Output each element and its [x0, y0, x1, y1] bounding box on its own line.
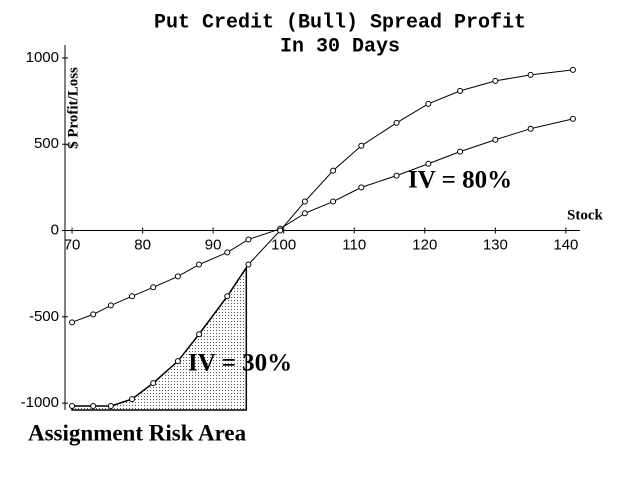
point	[174, 358, 181, 365]
y-axis-label: $ Profit/Loss	[65, 67, 81, 149]
point	[69, 403, 76, 410]
point	[277, 227, 284, 234]
point	[425, 100, 432, 107]
x-tick-label: 80	[134, 236, 151, 253]
x-tick-label: 110	[342, 236, 366, 253]
series-label: IV = 80%	[408, 167, 512, 194]
x-tick-label: 140	[553, 236, 578, 253]
point	[425, 160, 432, 167]
region-label: Assignment Risk Area	[28, 420, 247, 445]
point	[150, 380, 157, 387]
point	[129, 293, 136, 300]
y-tick-label: 0	[51, 221, 59, 238]
point	[330, 198, 337, 205]
y-tick-label: 500	[34, 135, 59, 152]
y-tick-label: -1000	[21, 394, 59, 411]
point	[245, 261, 252, 268]
point	[527, 125, 534, 132]
point	[569, 115, 576, 122]
y-tick-label: -500	[29, 308, 59, 325]
point	[224, 293, 231, 300]
point	[196, 331, 203, 338]
point	[393, 119, 400, 126]
point	[527, 71, 534, 78]
point	[107, 302, 114, 309]
chart-subtitle: In 30 Days	[280, 35, 400, 58]
point	[569, 66, 576, 73]
point	[492, 77, 499, 84]
point	[129, 396, 136, 403]
series-label: IV = 30%	[188, 350, 292, 377]
x-tick-label: 120	[412, 236, 437, 253]
point	[301, 210, 308, 217]
x-axis-label: Stock	[567, 207, 603, 223]
point	[492, 136, 499, 143]
chart-title: Put Credit (Bull) Spread Profit	[154, 11, 526, 34]
point	[90, 311, 97, 318]
point	[301, 198, 308, 205]
point	[358, 142, 365, 149]
x-tick-label: 70	[64, 236, 81, 253]
x-tick-label: 130	[483, 236, 508, 253]
point	[393, 172, 400, 179]
point	[245, 236, 252, 243]
point	[174, 273, 181, 280]
point	[150, 284, 157, 291]
point	[107, 403, 114, 410]
point	[330, 167, 337, 174]
point	[224, 249, 231, 256]
series-line	[71, 118, 574, 323]
point	[358, 184, 365, 191]
point	[69, 319, 76, 326]
x-tick-label: 100	[271, 236, 296, 253]
shaded-region	[71, 265, 248, 411]
y-tick-label: 1000	[26, 49, 59, 66]
point	[457, 87, 464, 94]
x-tick-label: 90	[205, 236, 222, 253]
point	[196, 261, 203, 268]
point	[457, 148, 464, 155]
point	[90, 403, 97, 410]
